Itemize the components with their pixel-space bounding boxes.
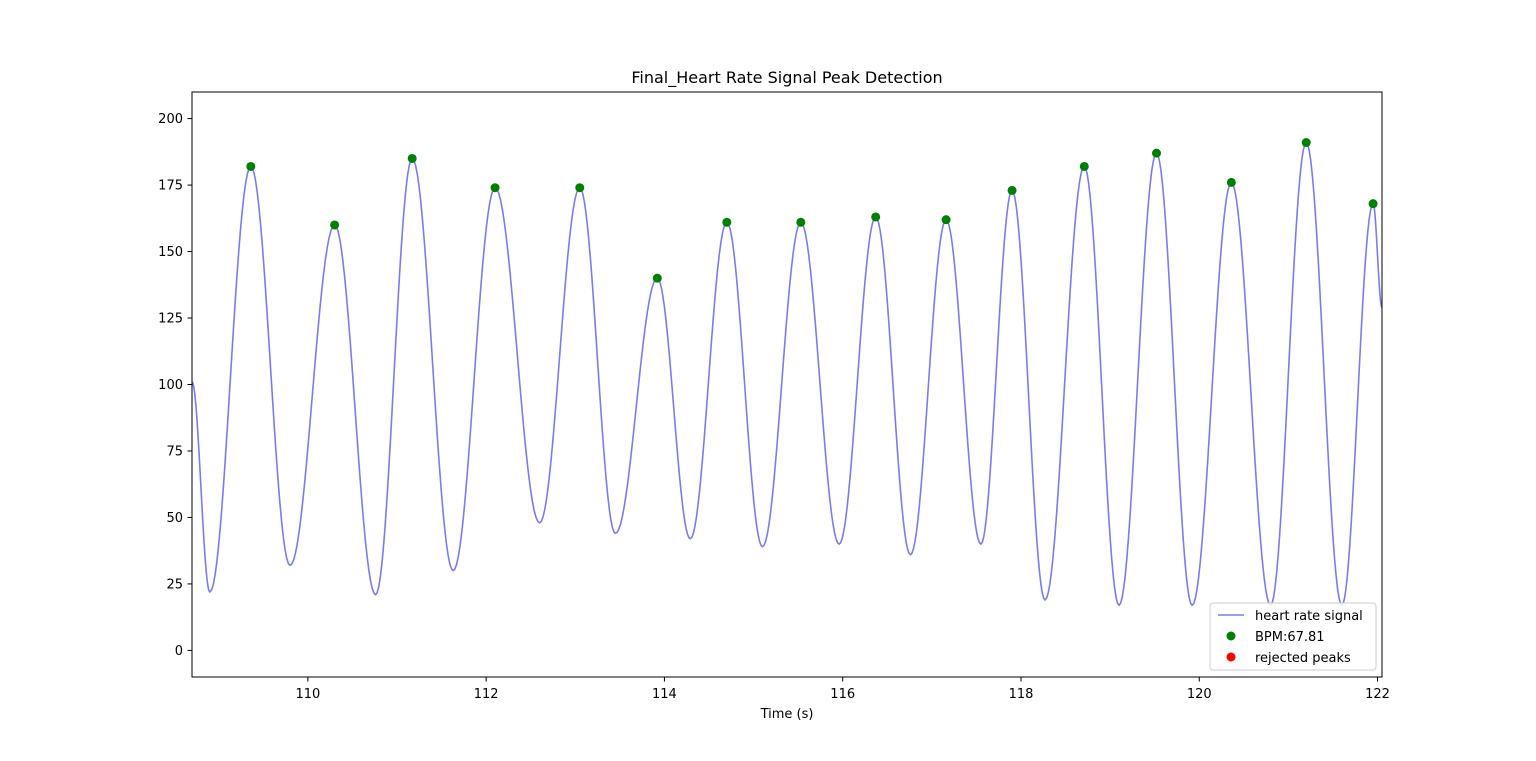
y-tick-label: 200: [158, 112, 183, 127]
x-tick-label: 122: [1365, 687, 1390, 702]
legend-green-marker: [1226, 631, 1236, 641]
peak-point: [1226, 177, 1236, 187]
peak-point: [330, 220, 340, 230]
x-tick-label: 118: [1009, 687, 1034, 702]
legend-label-signal: heart rate signal: [1255, 609, 1363, 624]
x-tick-label: 120: [1187, 687, 1212, 702]
peak-point: [1007, 185, 1017, 195]
y-tick-label: 100: [158, 378, 183, 393]
x-tick-label: 110: [295, 687, 320, 702]
heart-rate-signal-line: [192, 141, 1382, 607]
x-tick-label: 114: [652, 687, 677, 702]
peak-point: [722, 217, 732, 227]
peak-point: [1151, 148, 1161, 158]
peak-point: [575, 183, 585, 193]
legend-box: [1209, 602, 1377, 671]
y-tick-label: 50: [166, 511, 183, 526]
peak-point: [871, 212, 881, 222]
y-tick-label: 125: [158, 312, 183, 327]
legend: heart rate signal BPM:67.81 rejected pea…: [1209, 602, 1377, 671]
y-tick-label: 0: [175, 644, 183, 659]
peak-point: [796, 217, 806, 227]
chart-title: Final_Heart Rate Signal Peak Detection: [631, 68, 942, 88]
peak-point: [1301, 138, 1311, 148]
legend-label-bpm: BPM:67.81: [1255, 630, 1325, 645]
legend-red-marker: [1226, 652, 1236, 662]
peak-point: [246, 161, 256, 171]
peak-point: [1079, 161, 1089, 171]
y-tick-label: 175: [158, 179, 183, 194]
peak-point: [941, 215, 951, 225]
y-tick-label: 150: [158, 245, 183, 260]
peak-point: [490, 183, 500, 193]
legend-label-rejected: rejected peaks: [1255, 651, 1351, 666]
series-layer: [192, 141, 1382, 607]
x-tick-label: 116: [830, 687, 855, 702]
x-tick-label: 112: [474, 687, 499, 702]
peak-point: [1368, 199, 1378, 209]
peak-point: [652, 273, 662, 283]
points-layer: [246, 138, 1378, 283]
peak-point: [407, 153, 417, 163]
x-axis-ticks: 110 112 114 116 118 120 122: [295, 677, 1390, 702]
y-axis-ticks: 0 25 50 75 100 125 150 175 200: [158, 112, 192, 659]
x-axis-label: Time (s): [760, 707, 814, 722]
y-tick-label: 25: [166, 577, 183, 592]
y-tick-label: 75: [166, 444, 183, 459]
